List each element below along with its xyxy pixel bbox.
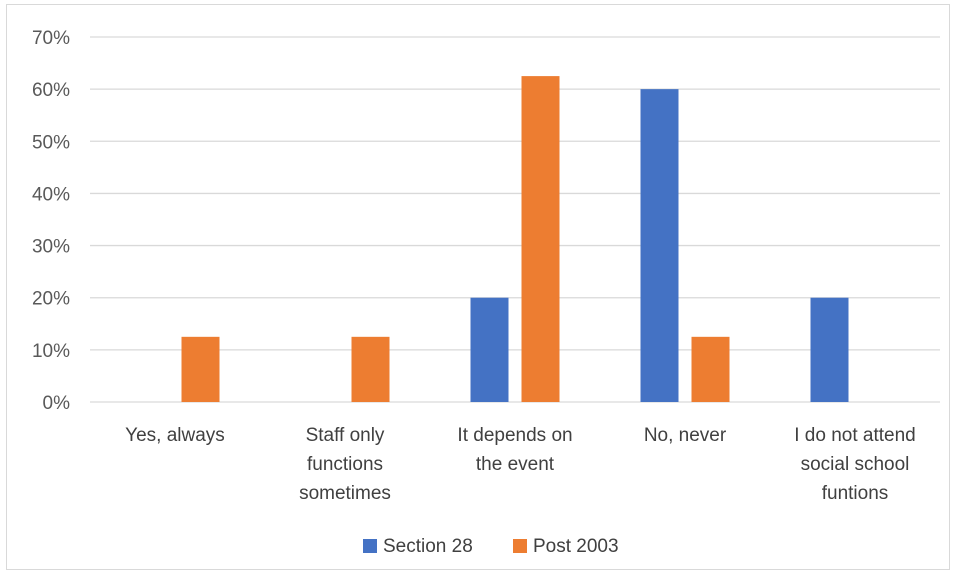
legend-swatch <box>513 539 527 553</box>
y-tick-label: 40% <box>32 184 70 205</box>
legend-label: Post 2003 <box>533 536 619 557</box>
bar-post-2003-3 <box>691 336 730 402</box>
x-category-label-line: functions <box>307 454 383 475</box>
legend-label: Section 28 <box>383 536 473 557</box>
x-category-label-line: social school <box>801 454 910 475</box>
y-tick-label: 30% <box>32 237 70 258</box>
x-category-label: Yes, always <box>125 425 225 446</box>
x-category-label-line: Yes, always <box>125 425 225 446</box>
y-tick-label: 50% <box>32 132 70 153</box>
x-category-label-line: the event <box>476 454 555 475</box>
x-category-label: Staff only functions sometimes <box>299 425 391 504</box>
legend-swatch <box>363 539 377 553</box>
x-category-label-line: No, never <box>644 425 727 446</box>
y-tick-label: 20% <box>32 289 70 310</box>
x-category-label-line: Staff only <box>306 425 385 446</box>
x-category-label: I do not attend social school funtions <box>794 425 916 504</box>
bar-section-28-3 <box>640 89 679 403</box>
x-category-label-line: I do not attend <box>794 425 916 446</box>
bar-post-2003-0 <box>181 336 220 402</box>
bar-post-2003-1 <box>351 336 390 402</box>
y-tick-label: 0% <box>43 393 71 414</box>
bar-section-28-2 <box>470 297 509 402</box>
chart-frame <box>6 4 950 570</box>
gridlines <box>90 36 940 403</box>
bar-post-2003-2 <box>521 76 560 402</box>
y-tick-label: 70% <box>32 28 70 49</box>
x-axis-category-labels: Yes, always Staff only functions sometimes I… <box>125 425 916 504</box>
bars <box>181 76 849 403</box>
x-category-label-line: It depends on <box>457 425 572 446</box>
y-axis-tick-labels: 0% 10% 20% 30% 40% 50% 60% 70% <box>32 28 70 414</box>
x-category-label-line: sometimes <box>299 483 391 504</box>
x-category-label: It depends on the event <box>457 425 572 475</box>
legend: Section 28 Post 2003 <box>363 536 619 557</box>
x-category-label: No, never <box>644 425 727 446</box>
y-tick-label: 60% <box>32 80 70 101</box>
x-category-label-line: funtions <box>822 483 889 504</box>
bar-section-28-4 <box>810 297 849 402</box>
y-tick-label: 10% <box>32 341 70 362</box>
